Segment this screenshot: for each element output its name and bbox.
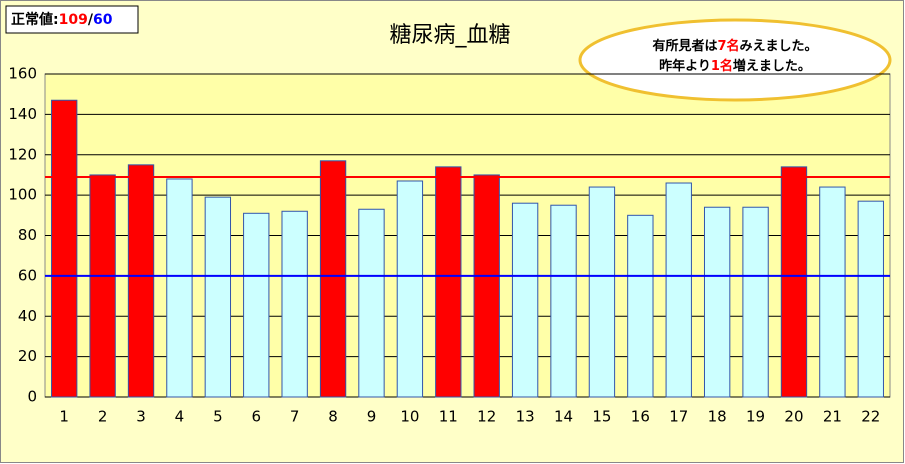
bar <box>511 202 539 398</box>
y-tick-label: 0 <box>27 388 37 406</box>
normal-separator: / <box>88 12 94 28</box>
x-tick-label: 9 <box>367 408 377 426</box>
bar <box>281 210 308 398</box>
annotation-bubble <box>578 18 892 102</box>
bar <box>51 99 78 398</box>
x-tick-label: 13 <box>516 408 535 426</box>
x-tick-label: 17 <box>669 408 688 426</box>
y-tick-label: 140 <box>8 105 37 123</box>
y-tick-label: 20 <box>18 347 37 365</box>
x-tick-label: 4 <box>175 408 185 426</box>
x-tick-label: 5 <box>213 408 223 426</box>
x-tick-label: 14 <box>554 408 573 426</box>
x-tick-label: 7 <box>290 408 300 426</box>
x-tick-label: 1 <box>59 408 69 426</box>
bar <box>243 212 270 398</box>
bar <box>89 174 116 398</box>
bar <box>857 200 884 398</box>
x-tick-label: 6 <box>251 408 261 426</box>
bar <box>127 164 155 398</box>
x-tick-label: 8 <box>328 408 338 426</box>
normal-low: 60 <box>93 12 113 28</box>
annotation-line: 昨年より1名増えました。 <box>659 58 811 74</box>
normal-high: 109 <box>59 12 88 28</box>
annotation: 有所見者は7名みえました。昨年より1名増えました。 <box>652 38 817 74</box>
bar <box>319 160 347 398</box>
y-tick-label: 120 <box>8 145 37 163</box>
normal-box <box>5 5 139 34</box>
bar <box>819 186 846 398</box>
bar <box>396 180 424 398</box>
y-tick-label: 160 <box>8 65 37 83</box>
bar <box>550 204 577 398</box>
bar <box>588 186 616 398</box>
y-tick-label: 40 <box>18 307 37 325</box>
x-tick-label: 20 <box>784 408 803 426</box>
annotation-line: 有所見者は7名みえました。 <box>652 38 817 54</box>
annotation-text: 7名 <box>717 38 739 54</box>
bar <box>665 182 692 398</box>
bar <box>742 206 769 398</box>
x-tick-label: 3 <box>136 408 146 426</box>
annotation-text: 1名 <box>711 58 733 74</box>
x-tick-label: 12 <box>477 408 496 426</box>
bar <box>473 174 500 398</box>
annotation-text: 昨年より <box>659 58 711 74</box>
normal-label: 正常値:109/60 <box>11 11 113 28</box>
x-tick-label: 19 <box>746 408 765 426</box>
bar <box>435 166 462 398</box>
y-tick-label: 60 <box>18 266 37 284</box>
chart-title: 糖尿病_血糖 <box>389 23 510 48</box>
x-tick-label: 10 <box>400 408 419 426</box>
annotation-text: みえました。 <box>740 39 818 54</box>
x-tick-label: 18 <box>708 408 727 426</box>
bar <box>703 206 731 398</box>
bar <box>166 178 193 398</box>
bar <box>358 208 385 398</box>
x-tick-label: 15 <box>592 408 611 426</box>
y-tick-label: 80 <box>18 226 37 244</box>
normal-prefix: 正常値: <box>11 11 59 28</box>
bar <box>627 214 654 398</box>
x-tick-label: 11 <box>439 408 458 426</box>
x-tick-label: 22 <box>861 408 880 426</box>
bar <box>780 166 808 398</box>
annotation-text: 増えました。 <box>733 58 811 74</box>
x-tick-label: 21 <box>823 408 842 426</box>
y-tick-label: 100 <box>8 186 37 204</box>
x-tick-label: 16 <box>631 408 650 426</box>
annotation-text: 有所見者は <box>652 38 717 54</box>
x-tick-label: 2 <box>98 408 108 426</box>
bar <box>204 196 232 398</box>
